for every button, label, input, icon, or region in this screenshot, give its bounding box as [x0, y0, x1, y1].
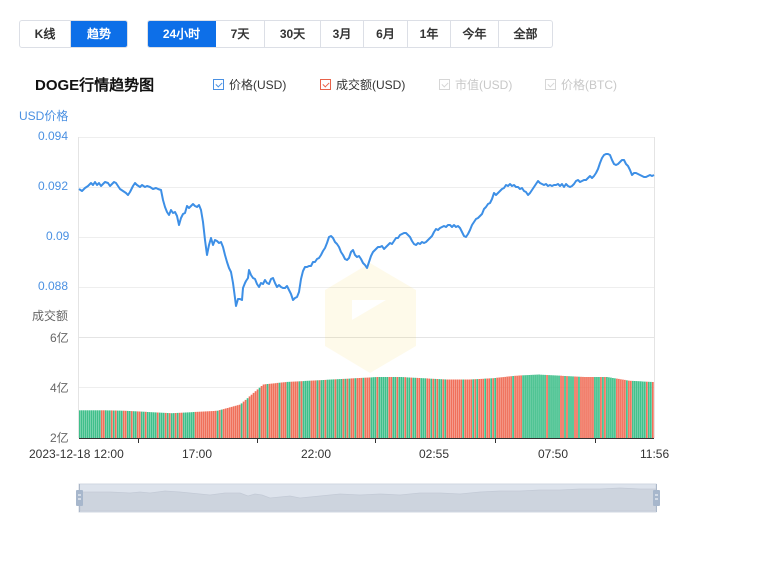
range-30d-button[interactable]: 30天 — [265, 21, 321, 47]
range-1y-button[interactable]: 1年 — [408, 21, 451, 47]
volume-tick: 6亿 — [50, 331, 69, 345]
checkbox-icon[interactable] — [213, 79, 224, 90]
legend-label: 价格(USD) — [229, 78, 287, 92]
volume-tick: 2亿 — [50, 431, 69, 445]
range-all-button[interactable]: 全部 — [513, 27, 538, 41]
volume-tick: 4亿 — [50, 381, 69, 395]
checkbox-icon[interactable] — [439, 79, 450, 90]
x-tick: 17:00 — [182, 447, 213, 461]
range-7d-button[interactable]: 7天 — [216, 21, 265, 47]
legend-label: 市值(USD) — [455, 78, 513, 92]
range-ytd-button[interactable]: 今年 — [451, 21, 499, 47]
price-axis-title: USD价格 — [19, 109, 69, 123]
volume-axis-title: 成交额 — [32, 309, 69, 323]
time-range-selector: 24小时 7天 30天 3月 6月 1年 今年 全部 — [147, 20, 553, 48]
price-tick: 0.092 — [38, 179, 69, 193]
price-tick: 0.09 — [46, 229, 70, 243]
trend-button[interactable]: 趋势 — [71, 21, 127, 47]
slider-left-handle[interactable] — [76, 490, 83, 506]
slider-right-handle[interactable] — [653, 490, 660, 506]
x-tick: 22:00 — [301, 447, 332, 461]
price-tick: 0.094 — [38, 129, 69, 143]
legend-price-btc[interactable]: 价格(BTC) — [545, 76, 617, 93]
price-line — [78, 153, 655, 307]
legend-label: 成交额(USD) — [336, 78, 406, 92]
volume-bars — [79, 374, 654, 439]
range-3m-button[interactable]: 3月 — [321, 21, 364, 47]
legend-volume-usd[interactable]: 成交额(USD) — [320, 76, 405, 93]
checkbox-icon[interactable] — [320, 79, 331, 90]
kline-button[interactable]: K线 — [20, 21, 71, 47]
x-axis — [79, 438, 654, 443]
checkbox-icon[interactable] — [545, 79, 556, 90]
legend-label: 价格(BTC) — [561, 78, 617, 92]
x-tick: 11:56 — [640, 447, 670, 461]
range-24h-button[interactable]: 24小时 — [148, 21, 216, 47]
x-tick: 02:55 — [419, 447, 450, 461]
x-tick: 07:50 — [538, 447, 569, 461]
chart-mode-toggle: K线 趋势 — [19, 20, 128, 48]
legend-price-usd[interactable]: 价格(USD) — [213, 76, 286, 93]
watermark-logo-icon — [325, 263, 416, 373]
legend-marketcap-usd[interactable]: 市值(USD) — [439, 76, 512, 93]
chart-title: DOGE行情趋势图 — [35, 77, 155, 94]
x-tick: 2023-12-18 12:00 — [29, 447, 124, 461]
price-tick: 0.088 — [38, 279, 69, 293]
data-zoom-slider[interactable] — [76, 483, 660, 513]
slider-preview-area — [79, 487, 657, 512]
range-6m-button[interactable]: 6月 — [364, 21, 408, 47]
